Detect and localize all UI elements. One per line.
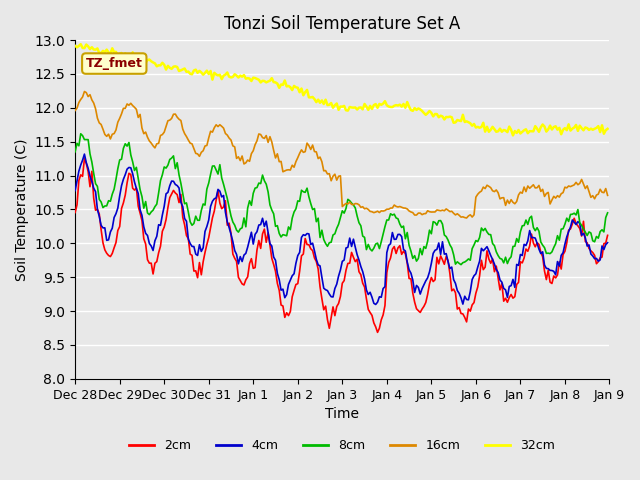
Y-axis label: Soil Temperature (C): Soil Temperature (C) — [15, 138, 29, 281]
Text: TZ_fmet: TZ_fmet — [86, 57, 143, 70]
X-axis label: Time: Time — [325, 407, 359, 421]
Title: Tonzi Soil Temperature Set A: Tonzi Soil Temperature Set A — [224, 15, 460, 33]
Legend: 2cm, 4cm, 8cm, 16cm, 32cm: 2cm, 4cm, 8cm, 16cm, 32cm — [124, 434, 560, 457]
